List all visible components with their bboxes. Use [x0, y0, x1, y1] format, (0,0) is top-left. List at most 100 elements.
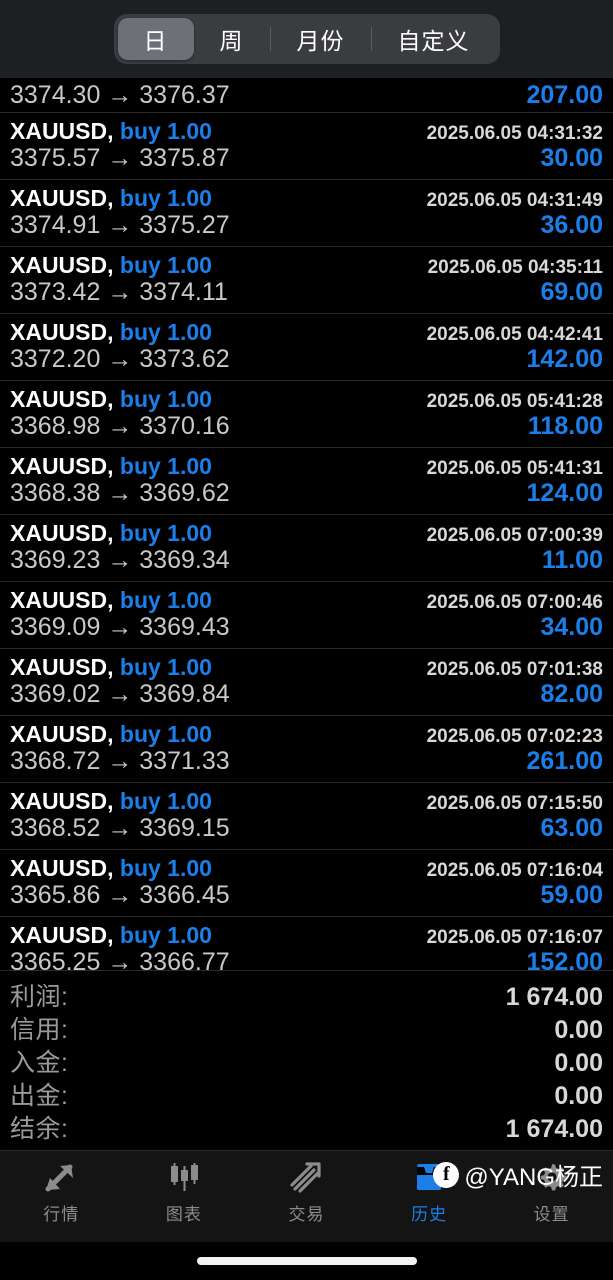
table-row[interactable]: XAUUSD, buy 1.00 2025.06.05 04:31:32 3375.… [0, 113, 613, 180]
deal-symbol: XAUUSD, buy 1.00 [10, 453, 212, 480]
deal-prices: 3368.72 → 3371.33 [10, 747, 230, 776]
deal-symbol-text: XAUUSD, [10, 855, 114, 882]
table-row[interactable]: 3374.30 → 3376.37 207.00 [0, 78, 613, 113]
deal-symbol: XAUUSD, buy 1.00 [10, 721, 212, 748]
watermark-handle: @YANG杨正 [464, 1164, 603, 1191]
deal-prices: 3369.09 → 3369.43 [10, 613, 230, 642]
deal-timestamp: 2025.06.05 04:35:11 [427, 257, 603, 279]
deal-prices: 3373.42 → 3374.11 [10, 278, 228, 307]
deal-symbol: XAUUSD, buy 1.00 [10, 319, 212, 346]
deal-detail-line: 3374.91 → 3375.27 36.00 [10, 213, 603, 239]
deal-timestamp: 2025.06.05 07:00:39 [426, 525, 603, 547]
table-row[interactable]: XAUUSD, buy 1.00 2025.06.05 07:00:46 3369.… [0, 582, 613, 649]
deal-detail-line: 3365.25 → 3366.77 152.00 [10, 950, 603, 970]
summary-value: 0.00 [554, 1016, 603, 1044]
deal-profit: 261.00 [526, 747, 603, 776]
period-tab-month[interactable]: 月份 [271, 18, 371, 60]
deal-prices: 3365.86 → 3366.45 [10, 881, 230, 910]
facebook-icon: f [433, 1161, 460, 1188]
summary-label: 入金: [10, 1049, 69, 1077]
deal-symbol-text: XAUUSD, [10, 453, 114, 480]
segment-divider [370, 27, 372, 51]
deal-profit: 124.00 [526, 479, 603, 508]
period-tab-custom[interactable]: 自定义 [372, 18, 496, 60]
table-row[interactable]: XAUUSD, buy 1.00 2025.06.05 04:42:41 3372.… [0, 314, 613, 381]
deal-header-line: XAUUSD, buy 1.00 2025.06.05 05:41:28 [10, 386, 603, 413]
period-tab-day[interactable]: 日 [117, 18, 194, 60]
table-row[interactable]: XAUUSD, buy 1.00 2025.06.05 07:01:38 3369.… [0, 649, 613, 716]
deal-side-volume: buy 1.00 [119, 252, 212, 279]
deal-header-line: XAUUSD, buy 1.00 2025.06.05 04:31:32 [10, 118, 603, 145]
table-row[interactable]: XAUUSD, buy 1.00 2025.06.05 07:16:04 3365.… [0, 850, 613, 917]
table-row[interactable]: XAUUSD, buy 1.00 2025.06.05 04:35:11 3373.… [0, 247, 613, 314]
tab-quotes[interactable]: 行情 [5, 1160, 117, 1225]
deal-side-volume: buy 1.00 [119, 922, 212, 949]
table-row[interactable]: XAUUSD, buy 1.00 2025.06.05 07:15:50 3368.… [0, 783, 613, 850]
deal-detail-line: 3372.20 → 3373.62 142.00 [10, 347, 603, 373]
deal-symbol-text: XAUUSD, [10, 721, 114, 748]
gear-icon [534, 1160, 570, 1194]
period-tab-week-label: 周 [219, 28, 244, 54]
watermark: f @YANG杨正 [433, 1157, 603, 1192]
deal-detail-line: 3375.57 → 3375.87 30.00 [10, 146, 603, 172]
deal-symbol: XAUUSD, buy 1.00 [10, 855, 212, 882]
deal-header-line: XAUUSD, buy 1.00 2025.06.05 04:31:49 [10, 186, 603, 212]
deal-detail-line: 3369.23 → 3369.34 11.00 [10, 548, 603, 574]
period-tab-month-label: 月份 [296, 28, 345, 54]
deal-symbol: XAUUSD, buy 1.00 [10, 186, 212, 210]
deal-prices: 3374.91 → 3375.27 [10, 211, 230, 240]
deal-profit: 11.00 [541, 546, 603, 575]
deal-side-volume: buy 1.00 [119, 386, 212, 413]
summary-row: 利润: 1 674.00 [10, 977, 603, 1011]
period-tab-week[interactable]: 周 [194, 18, 270, 60]
deal-timestamp: 2025.06.05 07:16:07 [426, 927, 603, 949]
table-row[interactable]: XAUUSD, buy 1.00 2025.06.05 07:16:07 3365.… [0, 917, 613, 970]
summary-value: 1 674.00 [505, 1115, 603, 1143]
deal-detail-line: 3369.02 → 3369.84 82.00 [10, 682, 603, 708]
table-row[interactable]: XAUUSD, buy 1.00 2025.06.05 07:02:23 3368.… [0, 716, 613, 783]
table-row[interactable]: XAUUSD, buy 1.00 2025.06.05 05:41:31 3368.… [0, 448, 613, 515]
deal-side-volume: buy 1.00 [119, 788, 212, 815]
quotes-arrows-icon [43, 1160, 79, 1194]
home-indicator[interactable] [196, 1257, 417, 1265]
deal-symbol-text: XAUUSD, [10, 319, 114, 346]
deal-detail-line: 3368.52 → 3369.15 63.00 [10, 816, 603, 842]
summary-row: 信用: 0.00 [10, 1010, 603, 1044]
deal-rows-container: XAUUSD, buy 1.00 2025.06.05 04:31:32 3375.… [0, 113, 613, 970]
deal-detail-line: 3368.98 → 3370.16 118.00 [10, 414, 603, 440]
deal-profit: 69.00 [540, 278, 603, 307]
deal-timestamp: 2025.06.05 04:31:49 [426, 190, 603, 212]
deal-side-volume: buy 1.00 [119, 319, 212, 346]
deal-profit: 34.00 [540, 613, 603, 642]
deal-prices: 3369.02 → 3369.84 [10, 680, 230, 709]
tab-charts[interactable]: 图表 [128, 1160, 240, 1225]
deal-prices: 3374.30 → 3376.37 [10, 80, 230, 109]
deal-history-list[interactable]: 3374.30 → 3376.37 207.00 XAUUSD, buy 1.0… [0, 78, 613, 970]
period-tab-day-label: 日 [143, 28, 168, 54]
deal-header-line: XAUUSD, buy 1.00 2025.06.05 07:01:38 [10, 655, 603, 679]
deal-symbol: XAUUSD, buy 1.00 [10, 922, 212, 949]
deal-symbol: XAUUSD, buy 1.00 [10, 521, 212, 545]
deal-symbol-text: XAUUSD, [10, 118, 114, 145]
table-row[interactable]: XAUUSD, buy 1.00 2025.06.05 05:41:28 3368.… [0, 381, 613, 448]
deal-profit: 30.00 [540, 144, 603, 173]
deal-timestamp: 2025.06.05 07:00:46 [426, 592, 603, 614]
deal-symbol: XAUUSD, buy 1.00 [10, 252, 212, 279]
table-row[interactable]: XAUUSD, buy 1.00 2025.06.05 07:00:39 3369.… [0, 515, 613, 582]
deal-prices: 3368.38 → 3369.62 [10, 479, 230, 508]
deal-header-line: XAUUSD, buy 1.00 2025.06.05 07:16:07 [10, 922, 603, 949]
summary-row: 入金: 0.00 [10, 1043, 603, 1077]
period-segmented-control[interactable]: 日 周 月份 自定义 [113, 14, 500, 64]
deal-detail-line: 3373.42 → 3374.11 69.00 [10, 280, 603, 306]
summary-label: 信用: [10, 1016, 69, 1044]
tab-settings[interactable]: 设置 [496, 1160, 608, 1225]
table-row[interactable]: XAUUSD, buy 1.00 2025.06.05 04:31:49 3374.… [0, 180, 613, 247]
tab-history-label: 历史 [411, 1205, 448, 1224]
deal-side-volume: buy 1.00 [119, 721, 212, 748]
deal-profit: 142.00 [526, 345, 603, 374]
deal-profit: 152.00 [526, 948, 603, 970]
deal-symbol-text: XAUUSD, [10, 587, 114, 614]
deal-prices: 3368.98 → 3370.16 [10, 412, 230, 441]
tab-trade[interactable]: 交易 [250, 1160, 362, 1225]
